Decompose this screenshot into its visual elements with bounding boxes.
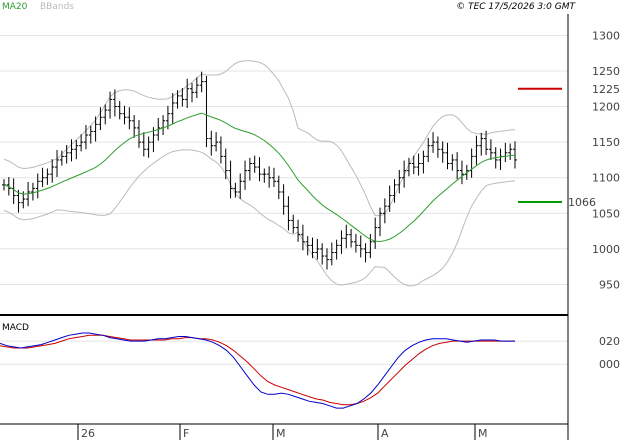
upper-band [3,60,516,217]
macd-tick-label: 020 [599,335,620,348]
macd-axis-ticks: 020 000 [599,335,620,371]
x-axis-ticks: 26 F M A M [77,424,488,440]
x-tick-label: 26 [81,427,95,440]
price-axis-ticks: 1300 1250 1200 1150 1100 1050 1000 950 [592,29,620,291]
ma20-line [3,112,516,243]
x-tick-label: M [276,427,286,440]
macd-lines [0,332,515,409]
macd-label: MACD [2,323,29,333]
ma20-legend: MA20 [2,2,28,12]
bbands-legend: BBands [40,2,74,12]
x-tick-label: F [183,427,189,440]
price-tick-label: 1200 [592,101,620,114]
price-tick-label: 1000 [592,243,620,256]
price-tick-label: 1150 [592,136,620,149]
price-tick-label: 950 [599,279,620,292]
macd-tick-label: 000 [599,358,620,371]
price-tick-label: 1250 [592,65,620,78]
bollinger-bands [3,60,516,287]
x-tick-label: M [478,427,488,440]
resistance-label: 1225 [592,83,620,96]
copyright-text: © TEC 17/5/2026 3:0 GMT [456,2,576,12]
ma20-path [3,112,516,243]
macd-main-line [0,332,515,409]
x-tick-label: A [381,427,389,440]
lower-band [3,149,516,287]
macd-signal-line [0,334,515,406]
support-label: 1066 [568,196,596,209]
price-tick-label: 1100 [592,172,620,185]
macd-gridlines [0,340,568,365]
price-tick-label: 1050 [592,207,620,220]
price-bars [2,71,517,270]
price-tick-label: 1300 [592,29,620,42]
